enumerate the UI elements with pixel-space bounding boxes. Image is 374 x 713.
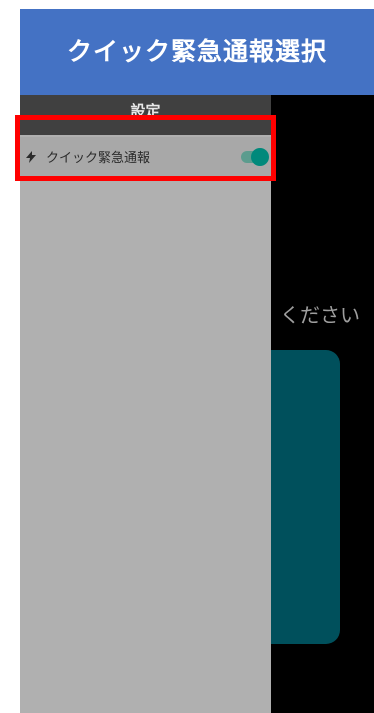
phone-screen: ください 設定 クイック緊急通報 (20, 95, 374, 713)
drawer-item-quick-emergency-call[interactable]: クイック緊急通報 (20, 137, 271, 177)
drawer-header-title: 設定 (130, 102, 161, 120)
toggle-thumb (251, 148, 269, 166)
quick-emergency-call-toggle[interactable] (241, 148, 269, 166)
drawer-item-label: クイック緊急通報 (46, 151, 151, 166)
bolt-icon (24, 149, 38, 163)
page-title: クイック緊急通報選択 (20, 9, 374, 95)
drawer-header: 設定 (20, 95, 271, 135)
background-prompt-text: ください (280, 303, 360, 327)
settings-drawer: 設定 クイック緊急通報 (20, 95, 271, 713)
